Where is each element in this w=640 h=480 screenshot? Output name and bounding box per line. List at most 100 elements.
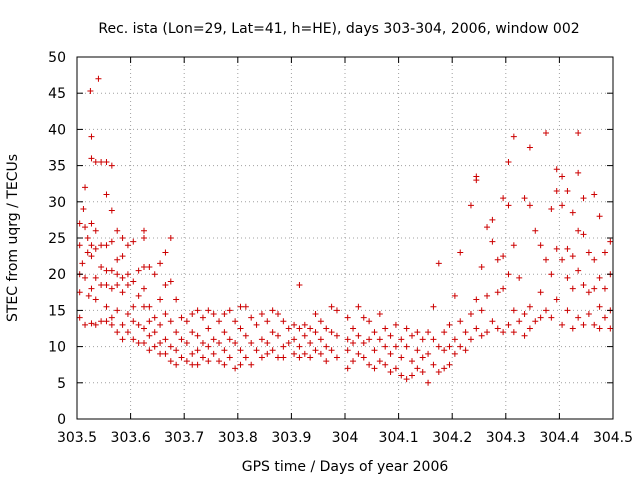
data-point [237,303,244,310]
data-point [141,263,147,270]
data-point [130,278,137,285]
data-point [103,158,110,165]
data-point [98,242,105,249]
data-point [248,339,255,346]
data-point [580,321,587,328]
data-point [569,325,576,332]
data-point [167,318,174,325]
data-point [237,347,244,354]
y-tick-label: 45 [48,86,66,102]
data-point [425,350,432,357]
data-point [494,325,501,332]
data-point [296,325,303,332]
data-point [199,314,206,321]
data-point [194,347,201,354]
data-point [510,329,517,336]
data-point [371,347,378,354]
data-point [135,321,142,328]
data-point [291,321,298,328]
data-point [199,354,206,361]
data-point [409,358,415,365]
data-point [88,242,95,249]
data-point [564,187,571,194]
data-point [382,343,389,350]
data-point [350,358,357,365]
data-point [344,365,351,372]
data-point [537,242,544,249]
data-point [478,307,485,314]
grid-lines [77,57,613,419]
data-point [210,311,217,318]
data-point [167,343,174,350]
data-point [264,339,271,346]
data-point [108,314,115,321]
data-point [473,177,480,184]
data-point [569,209,576,216]
data-point [280,318,287,325]
data-point [328,329,335,336]
data-point [532,227,539,234]
data-point [124,282,131,289]
data-point [167,278,174,285]
data-point [462,329,469,336]
data-point [79,260,86,267]
data-point [108,285,115,292]
data-point [596,303,603,310]
data-point [537,314,544,321]
y-tick-label: 5 [57,376,66,392]
data-point [457,249,464,256]
data-point [350,339,357,346]
data-point [151,314,158,321]
data-point [596,213,603,220]
data-point [285,325,292,332]
data-point [312,329,319,336]
data-point [178,354,185,361]
data-point [398,372,405,379]
data-point [307,354,314,361]
data-point [414,347,421,354]
data-point [446,361,453,368]
data-point [553,166,560,173]
data-point [543,307,549,314]
y-tick-label: 25 [48,231,66,247]
data-point [484,224,491,231]
data-point [103,242,110,249]
x-tick-label: 304.2 [432,430,472,446]
data-point [569,253,576,260]
data-point [435,260,442,267]
data-point [103,267,110,274]
data-point [451,292,458,299]
data-point [344,347,351,354]
data-point [419,354,426,361]
data-point [216,358,223,365]
data-point [585,311,592,318]
data-point [387,332,394,339]
data-point [114,256,121,263]
data-points [76,75,614,386]
data-point [553,187,560,194]
data-point [82,224,89,231]
data-point [607,325,614,332]
data-point [189,329,196,336]
data-point [548,206,555,213]
axis-ticks: 303.5 303.6 303.7 303.8 303.9 304 304.1 304.2 30… [48,50,633,446]
data-point [82,321,89,328]
data-point [84,249,91,256]
data-point [135,267,142,274]
data-point [275,311,281,318]
x-tick-label: 303.6 [111,430,151,446]
data-point [430,303,437,310]
data-point [291,336,298,343]
data-point [355,350,362,357]
data-point [162,311,169,318]
y-tick-label: 15 [48,303,66,319]
data-point [173,361,180,368]
data-point [92,296,99,303]
data-point [253,321,260,328]
data-point [108,207,115,214]
data-point [414,329,421,336]
data-point [392,343,399,350]
data-point [355,332,362,339]
data-point [92,321,99,328]
